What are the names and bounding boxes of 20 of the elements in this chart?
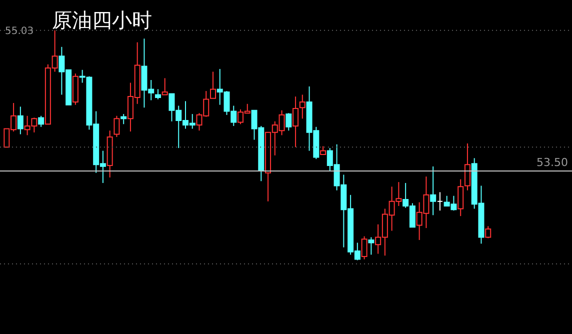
candlestick xyxy=(114,115,120,138)
candlestick xyxy=(436,192,443,212)
candlestick xyxy=(292,96,299,148)
candlestick xyxy=(154,88,161,100)
candlestick xyxy=(485,226,492,239)
candlestick xyxy=(430,166,436,216)
candlestick xyxy=(458,178,464,217)
candlestick xyxy=(368,236,374,256)
candlestick xyxy=(17,106,24,135)
text: 53.50 xyxy=(536,156,568,169)
candlestick xyxy=(210,71,216,99)
candlestick xyxy=(162,78,168,96)
candlestick xyxy=(286,112,292,132)
candlestick xyxy=(361,236,368,260)
candlestick xyxy=(464,142,470,191)
annotation: 55.03 xyxy=(5,26,34,37)
chart-title: 原油四小时 xyxy=(52,8,152,32)
candlestick xyxy=(299,94,306,120)
candlestick xyxy=(38,115,44,128)
candlestick xyxy=(120,114,127,125)
